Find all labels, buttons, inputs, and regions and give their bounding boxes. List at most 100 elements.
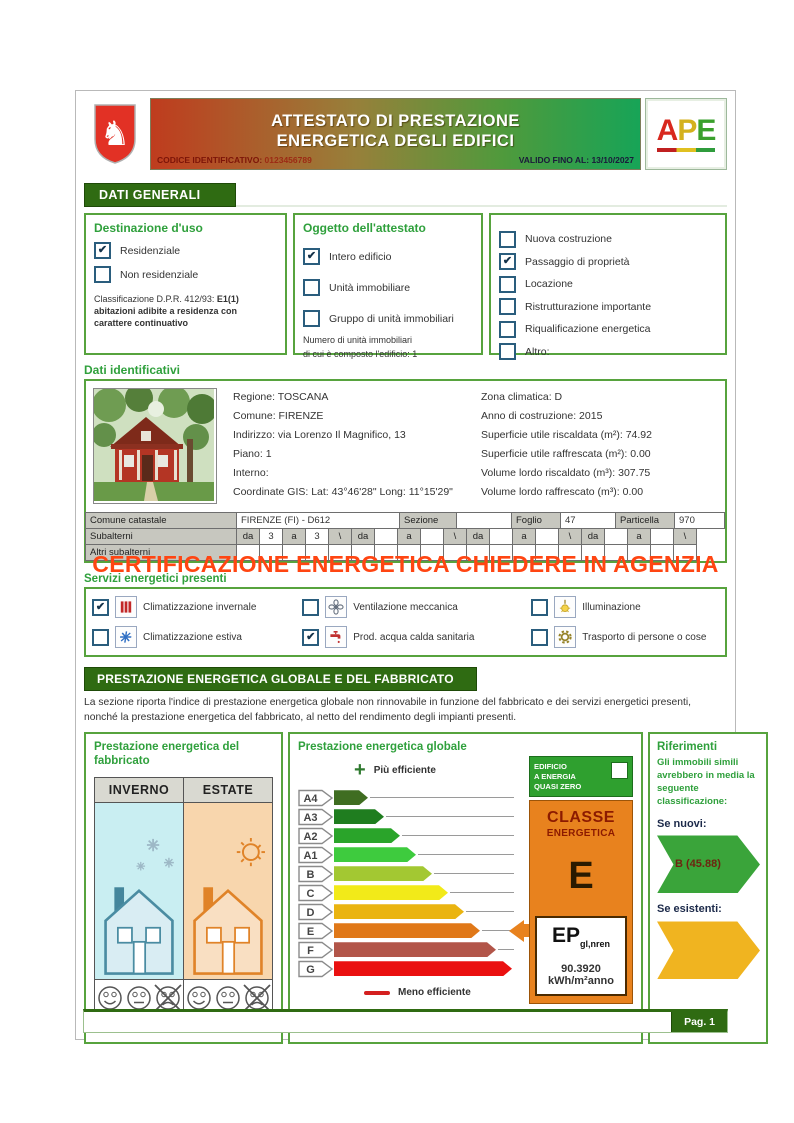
motivazione-checkbox[interactable] <box>499 298 516 315</box>
subalterni-value-cell[interactable] <box>420 528 444 545</box>
comune-catastale-value[interactable]: FIRENZE (FI) - D612 <box>236 512 400 529</box>
subalterni-value-cell[interactable] <box>489 528 513 545</box>
option-label: Altro: <box>525 345 550 358</box>
subalterni-label-cell: \ <box>328 528 352 545</box>
service-label: Ventilazione meccanica <box>353 601 458 613</box>
inverno-column: INVERNO <box>95 777 183 1016</box>
identification-content: Regione: TOSCANA Comune: FIRENZE Indiriz… <box>86 381 725 511</box>
panel-title: Riferimenti <box>657 740 718 753</box>
zona-climatica-field: Zona climatica: D <box>481 391 563 403</box>
catasto-row-1: Comune catastale FIRENZE (FI) - D612 Sez… <box>85 512 725 529</box>
particella-label: Particella <box>615 512 675 529</box>
indirizzo-field: Indirizzo: via Lorenzo Il Magnifico, 13 <box>233 429 406 441</box>
red-dash-icon <box>364 990 390 995</box>
catasto-row-subalterni: Subalterni da 3 a 3 \ da a \ da a \ da a \ <box>85 528 725 545</box>
destinazione-uso-box: Destinazione d'uso ✔ Residenziale Non re… <box>84 213 287 355</box>
energy-class-row-A1: A1 <box>298 845 517 864</box>
subalterni-value-cell[interactable] <box>650 528 674 545</box>
option-label: Non residenziale <box>120 268 199 281</box>
motivazione-checkbox[interactable] <box>499 320 516 338</box>
climatizzazione-invernale-checkbox[interactable]: ✔ <box>92 598 109 616</box>
subalterni-value-cell[interactable] <box>374 528 398 545</box>
option-label: Nuova costruzione <box>525 233 612 245</box>
gruppo-unita-checkbox[interactable] <box>303 310 320 327</box>
smiley-sad-crossed-icon <box>154 983 182 1012</box>
acqua-calda-checkbox[interactable]: ✔ <box>302 628 320 646</box>
ape-logo-gradient-bar <box>657 148 715 152</box>
coordinate-gis-field: Coordinate GIS: Lat: 43°46'28" Long: 11°… <box>233 486 453 498</box>
subalterni-value-cell[interactable]: 3 <box>305 528 329 545</box>
foglio-value[interactable]: 47 <box>560 512 616 529</box>
option-row: Non residenziale <box>94 266 277 283</box>
motivazione-checkbox[interactable] <box>499 275 516 293</box>
subalterni-label-cell: a <box>512 528 536 545</box>
residenziale-checkbox[interactable]: ✔ <box>94 242 111 259</box>
motivazione-checkbox[interactable] <box>499 230 516 248</box>
catasto-table: Comune catastale FIRENZE (FI) - D612 Sez… <box>85 512 725 561</box>
dati-generali-row: Destinazione d'uso ✔ Residenziale Non re… <box>84 213 727 360</box>
svg-text:A2: A2 <box>303 831 317 843</box>
ventilazione-meccanica-checkbox[interactable] <box>302 598 320 616</box>
piu-efficiente-row: + Più efficiente <box>354 760 633 780</box>
building-photo <box>92 384 217 504</box>
class-letter-tag: B <box>298 865 334 882</box>
illuminazione-checkbox[interactable] <box>531 598 549 616</box>
plus-icon: + <box>354 759 366 782</box>
comune-field: Comune: FIRENZE <box>233 410 324 422</box>
subalterni-label-cell: da <box>581 528 605 545</box>
option-row: Nuova costruzione <box>499 230 717 248</box>
trasporto-checkbox[interactable] <box>531 628 549 646</box>
service-item: Illuminazione <box>531 596 719 618</box>
dati-identificativi-box: Regione: TOSCANA Comune: FIRENZE Indiriz… <box>84 379 727 563</box>
service-label: Illuminazione <box>582 601 641 613</box>
class-leader-line <box>370 797 514 799</box>
header: ♞ ATTESTATO DI PRESTAZIONE ENERGETICA DE… <box>84 98 727 170</box>
piu-efficiente-label: Più efficiente <box>373 764 436 776</box>
servizi-title: Servizi energetici presenti <box>84 573 227 585</box>
energy-class-row-E: E <box>298 921 517 940</box>
motivazione-checkbox[interactable] <box>499 343 516 360</box>
class-pointer-arrow <box>509 919 533 942</box>
ep-unit: kWh/m²anno <box>548 974 614 987</box>
ape-logo-letter: E <box>696 114 716 147</box>
riferimenti-panel: Riferimenti Gli immobili simili avrebber… <box>648 731 768 1044</box>
altri-subalterni-cell[interactable] <box>673 544 697 561</box>
motivazione-checkbox[interactable]: ✔ <box>499 253 516 270</box>
estate-header: ESTATE <box>184 777 272 803</box>
servizi-box: ✔ Climatizzazione invernale Ventilazione… <box>84 587 727 657</box>
class-letter-tag: C <box>298 884 334 901</box>
class-leader-line <box>466 911 514 913</box>
intero-edificio-checkbox[interactable]: ✔ <box>303 248 320 265</box>
superficie-raffrescata-field: Superficie utile raffrescata (m²): 0.00 <box>481 448 651 460</box>
panel-title: Prestazione energetica globale <box>298 740 467 753</box>
svg-text:F: F <box>307 945 314 957</box>
option-row: Ristrutturazione importante <box>499 298 717 315</box>
smiley-neutral-icon <box>127 985 151 1010</box>
class-leader-line <box>386 816 514 818</box>
non-residenziale-checkbox[interactable] <box>94 266 111 283</box>
title-banner: ATTESTATO DI PRESTAZIONE ENERGETICA DEGL… <box>150 98 641 170</box>
option-label: Locazione <box>525 278 573 290</box>
sezione-value[interactable] <box>456 512 512 529</box>
option-label: Unità immobiliare <box>329 281 411 294</box>
identification-fields-right: Zona climatica: D Anno di costruzione: 2… <box>481 388 718 504</box>
footer-bar: Pag. 1 <box>83 1009 728 1033</box>
option-row: Riqualificazione energetica <box>499 320 717 338</box>
ape-logo-letter: A <box>656 114 679 147</box>
classe-label: CLASSE <box>547 809 615 827</box>
section-dati-generali: DATI GENERALI <box>84 183 236 207</box>
fan-icon <box>325 596 348 618</box>
subalterni-value-cell[interactable]: 3 <box>259 528 283 545</box>
nzeb-checkbox[interactable] <box>611 761 628 779</box>
particella-value[interactable]: 970 <box>674 512 725 529</box>
climatizzazione-estiva-checkbox[interactable] <box>92 628 109 646</box>
subalterni-value-cell[interactable] <box>604 528 628 545</box>
option-label: Riqualificazione energetica <box>525 323 651 335</box>
subalterni-value-cell[interactable] <box>535 528 559 545</box>
unita-immobiliare-checkbox[interactable] <box>303 279 320 296</box>
class-leader-line <box>450 892 514 894</box>
agency-watermark: CERTIFICAZIONE ENERGETICA CHIEDERE IN AG… <box>92 551 719 577</box>
codice-identificativo: CODICE IDENTIFICATIVO: 0123456789 <box>157 155 312 165</box>
class-leader-line <box>498 949 514 951</box>
superficie-riscaldata-field: Superficie utile riscaldata (m²): 74.92 <box>481 429 652 441</box>
